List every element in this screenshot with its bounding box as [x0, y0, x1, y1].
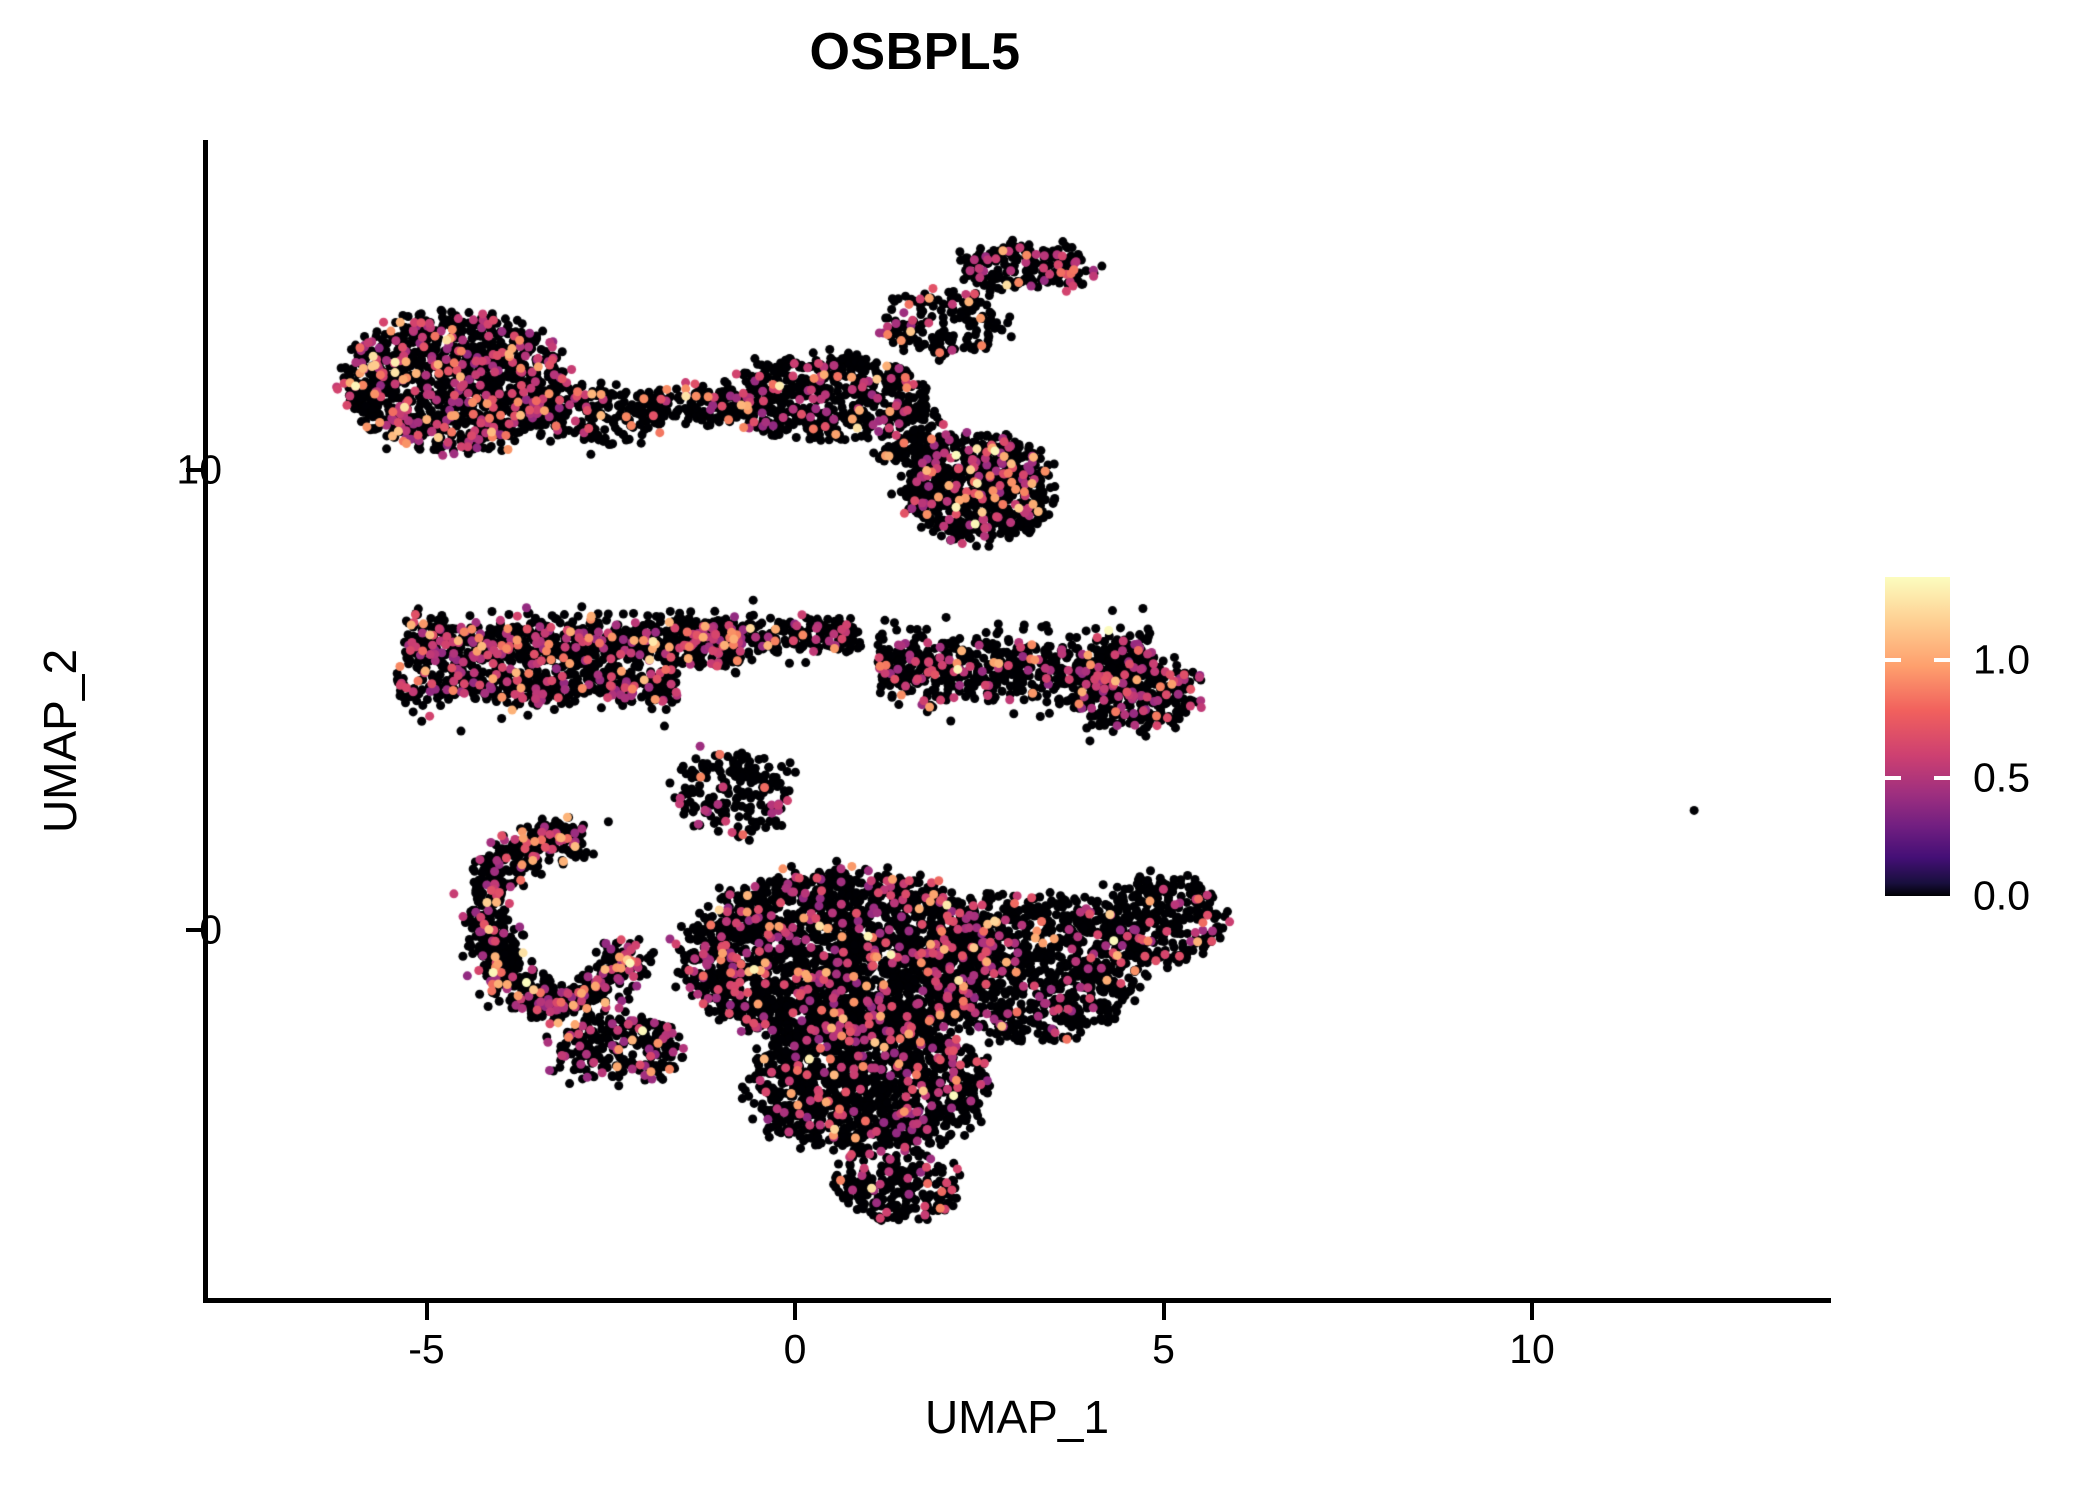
- x-tick-mark: [1530, 1303, 1534, 1320]
- colorbar-tick-mark: [1885, 775, 1901, 780]
- colorbar-tick-label: 1.0: [1973, 636, 2030, 683]
- colorbar-tick-mark: [1934, 775, 1950, 780]
- y-axis-title: UMAP_2: [34, 648, 86, 834]
- x-tick-label: 10: [1509, 1326, 1555, 1372]
- x-axis-line: [203, 1298, 1831, 1303]
- colorbar-tick-label: 0.0: [1973, 872, 2030, 919]
- y-axis-line: [203, 140, 208, 1303]
- y-tick-mark: [186, 468, 203, 472]
- y-tick-label: 0: [199, 906, 222, 953]
- colorbar-tick-mark: [1934, 657, 1950, 662]
- x-axis-title: UMAP_1: [924, 1391, 1110, 1443]
- y-tick-label: 10: [176, 446, 222, 493]
- colorbar-tick-label: 0.5: [1973, 754, 2030, 801]
- colorbar-gradient: [1885, 577, 1950, 896]
- x-tick-mark: [424, 1303, 429, 1320]
- x-tick-label: -5: [408, 1326, 445, 1372]
- x-tick-mark: [1161, 1303, 1166, 1320]
- y-tick-mark: [186, 928, 203, 932]
- x-tick-mark: [793, 1303, 797, 1320]
- x-tick-label: 0: [783, 1326, 807, 1372]
- colorbar-tick-mark: [1885, 657, 1901, 662]
- x-tick-label: 5: [1152, 1326, 1175, 1372]
